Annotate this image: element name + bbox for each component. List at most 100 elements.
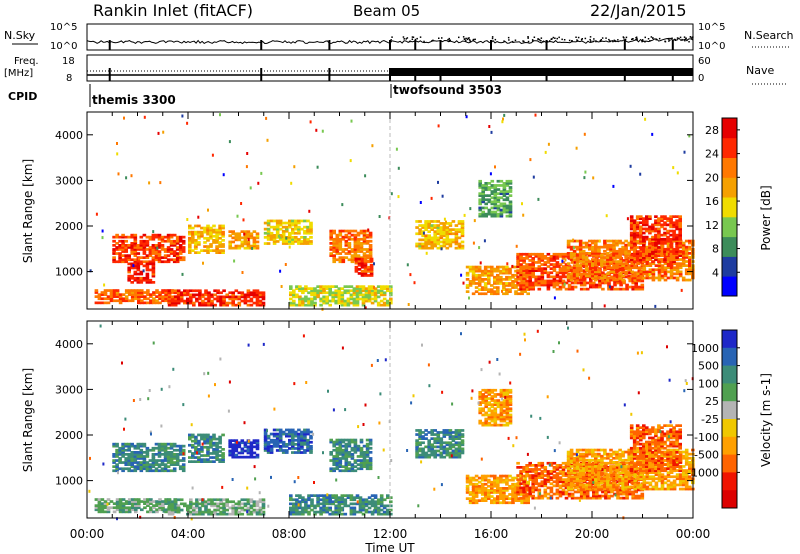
nsearch-dot (403, 38, 405, 40)
heatmap-cell (478, 198, 482, 202)
heatmap-cell (474, 282, 479, 285)
heatmap-cell (508, 200, 513, 204)
heatmap-cell (200, 433, 204, 437)
nsearch-dot (508, 39, 510, 41)
heatmap-cell (160, 463, 165, 466)
heatmap-cell (222, 502, 226, 506)
heatmap-cell (508, 204, 513, 208)
heatmap-cell (481, 186, 485, 189)
heatmap-cell (133, 250, 138, 253)
heatmap-cell (356, 250, 361, 253)
heatmap-cell (346, 291, 351, 295)
heatmap-cell (642, 258, 646, 262)
heatmap-cell (437, 180, 439, 184)
heatmap-cell (340, 293, 345, 297)
heatmap-cell (376, 510, 381, 514)
heatmap-cell (688, 134, 691, 138)
heatmap-cell (505, 210, 510, 214)
heatmap-cell (361, 508, 366, 512)
heatmap-cell (561, 265, 566, 268)
heatmap-cell (639, 215, 643, 218)
heatmap-cell (346, 285, 351, 288)
heatmap-cell (169, 248, 174, 251)
heatmap-cell (118, 293, 123, 296)
heatmap-cell (558, 265, 561, 268)
heatmap-cell (258, 293, 263, 297)
heatmap-cell (164, 293, 168, 296)
heatmap-cell (316, 291, 320, 295)
heatmap-cell (353, 465, 358, 468)
heatmap-cell (103, 500, 108, 503)
heatmap-cell (484, 198, 488, 202)
heatmap-cell (127, 498, 132, 501)
heatmap-cell (207, 500, 211, 504)
heatmap-cell (169, 459, 174, 462)
heatmap-cell (379, 512, 384, 516)
heatmap-cell (639, 237, 643, 241)
heatmap-cell (245, 165, 248, 169)
heatmap-cell (209, 456, 213, 459)
heatmap-cell (669, 225, 673, 229)
heatmap-cell (669, 250, 673, 253)
heatmap-cell (493, 188, 498, 191)
heatmap-cell (173, 506, 178, 510)
heatmap-cell (310, 494, 314, 497)
heatmap-cell (635, 221, 640, 225)
heatmap-cell (508, 214, 513, 218)
heatmap-cell (478, 202, 482, 206)
heatmap-cell (514, 284, 518, 287)
heatmap-cell (505, 190, 510, 193)
heatmap-cell (309, 451, 313, 454)
heatmap-cell (304, 295, 308, 299)
heatmap-cell (118, 510, 123, 514)
heatmap-cell (480, 280, 485, 283)
heatmap-cell (142, 233, 147, 237)
heatmap-cell (197, 234, 201, 238)
heatmap-cell (191, 230, 195, 234)
heatmap-cell (188, 245, 192, 248)
heatmap-cell (360, 272, 365, 275)
heatmap-cell (353, 229, 358, 233)
heatmap-cell (479, 261, 482, 265)
heatmap-cell (663, 260, 667, 264)
heatmap-cell (433, 230, 437, 233)
heatmap-cell (344, 448, 349, 452)
heatmap-cell (237, 291, 242, 295)
heatmap-cell (298, 506, 302, 510)
heatmap-cell (368, 459, 373, 462)
heatmap-cell (627, 268, 631, 272)
heatmap-cell (142, 465, 147, 468)
heatmap-cell (474, 286, 479, 289)
heatmap-cell (272, 225, 277, 229)
heatmap-cell (505, 192, 510, 195)
heatmap-cell (361, 285, 366, 288)
heatmap-cell (166, 461, 171, 464)
heatmap-cell (293, 165, 296, 169)
power-ylabel: Slant Range [km] (21, 159, 35, 263)
heatmap-cell (340, 299, 345, 303)
heatmap-cell (584, 268, 589, 272)
heatmap-cell (606, 278, 610, 282)
heatmap-cell (343, 301, 348, 305)
heatmap-cell (564, 267, 569, 270)
heatmap-cell (340, 502, 345, 506)
heatmap-cell (288, 231, 292, 235)
heatmap-cell (502, 182, 507, 185)
heatmap-cell (362, 461, 367, 464)
heatmap-cell (218, 458, 222, 461)
heatmap-cell (591, 254, 595, 257)
heatmap-cell (531, 273, 535, 277)
heatmap-cell (332, 467, 336, 471)
heatmap-cell (555, 255, 560, 258)
heatmap-cell (133, 248, 138, 251)
heatmap-cell (365, 459, 370, 462)
heatmap-cell (218, 236, 222, 240)
heatmap-cell (499, 282, 503, 285)
heatmap-cell (594, 249, 598, 253)
heatmap-cell (332, 260, 336, 264)
heatmap-cell (275, 223, 280, 227)
heatmap-cell (678, 215, 682, 218)
nsearch-dot (635, 37, 637, 39)
nsearch-tick-top: 10^5 (698, 22, 725, 33)
heatmap-cell (558, 279, 563, 283)
